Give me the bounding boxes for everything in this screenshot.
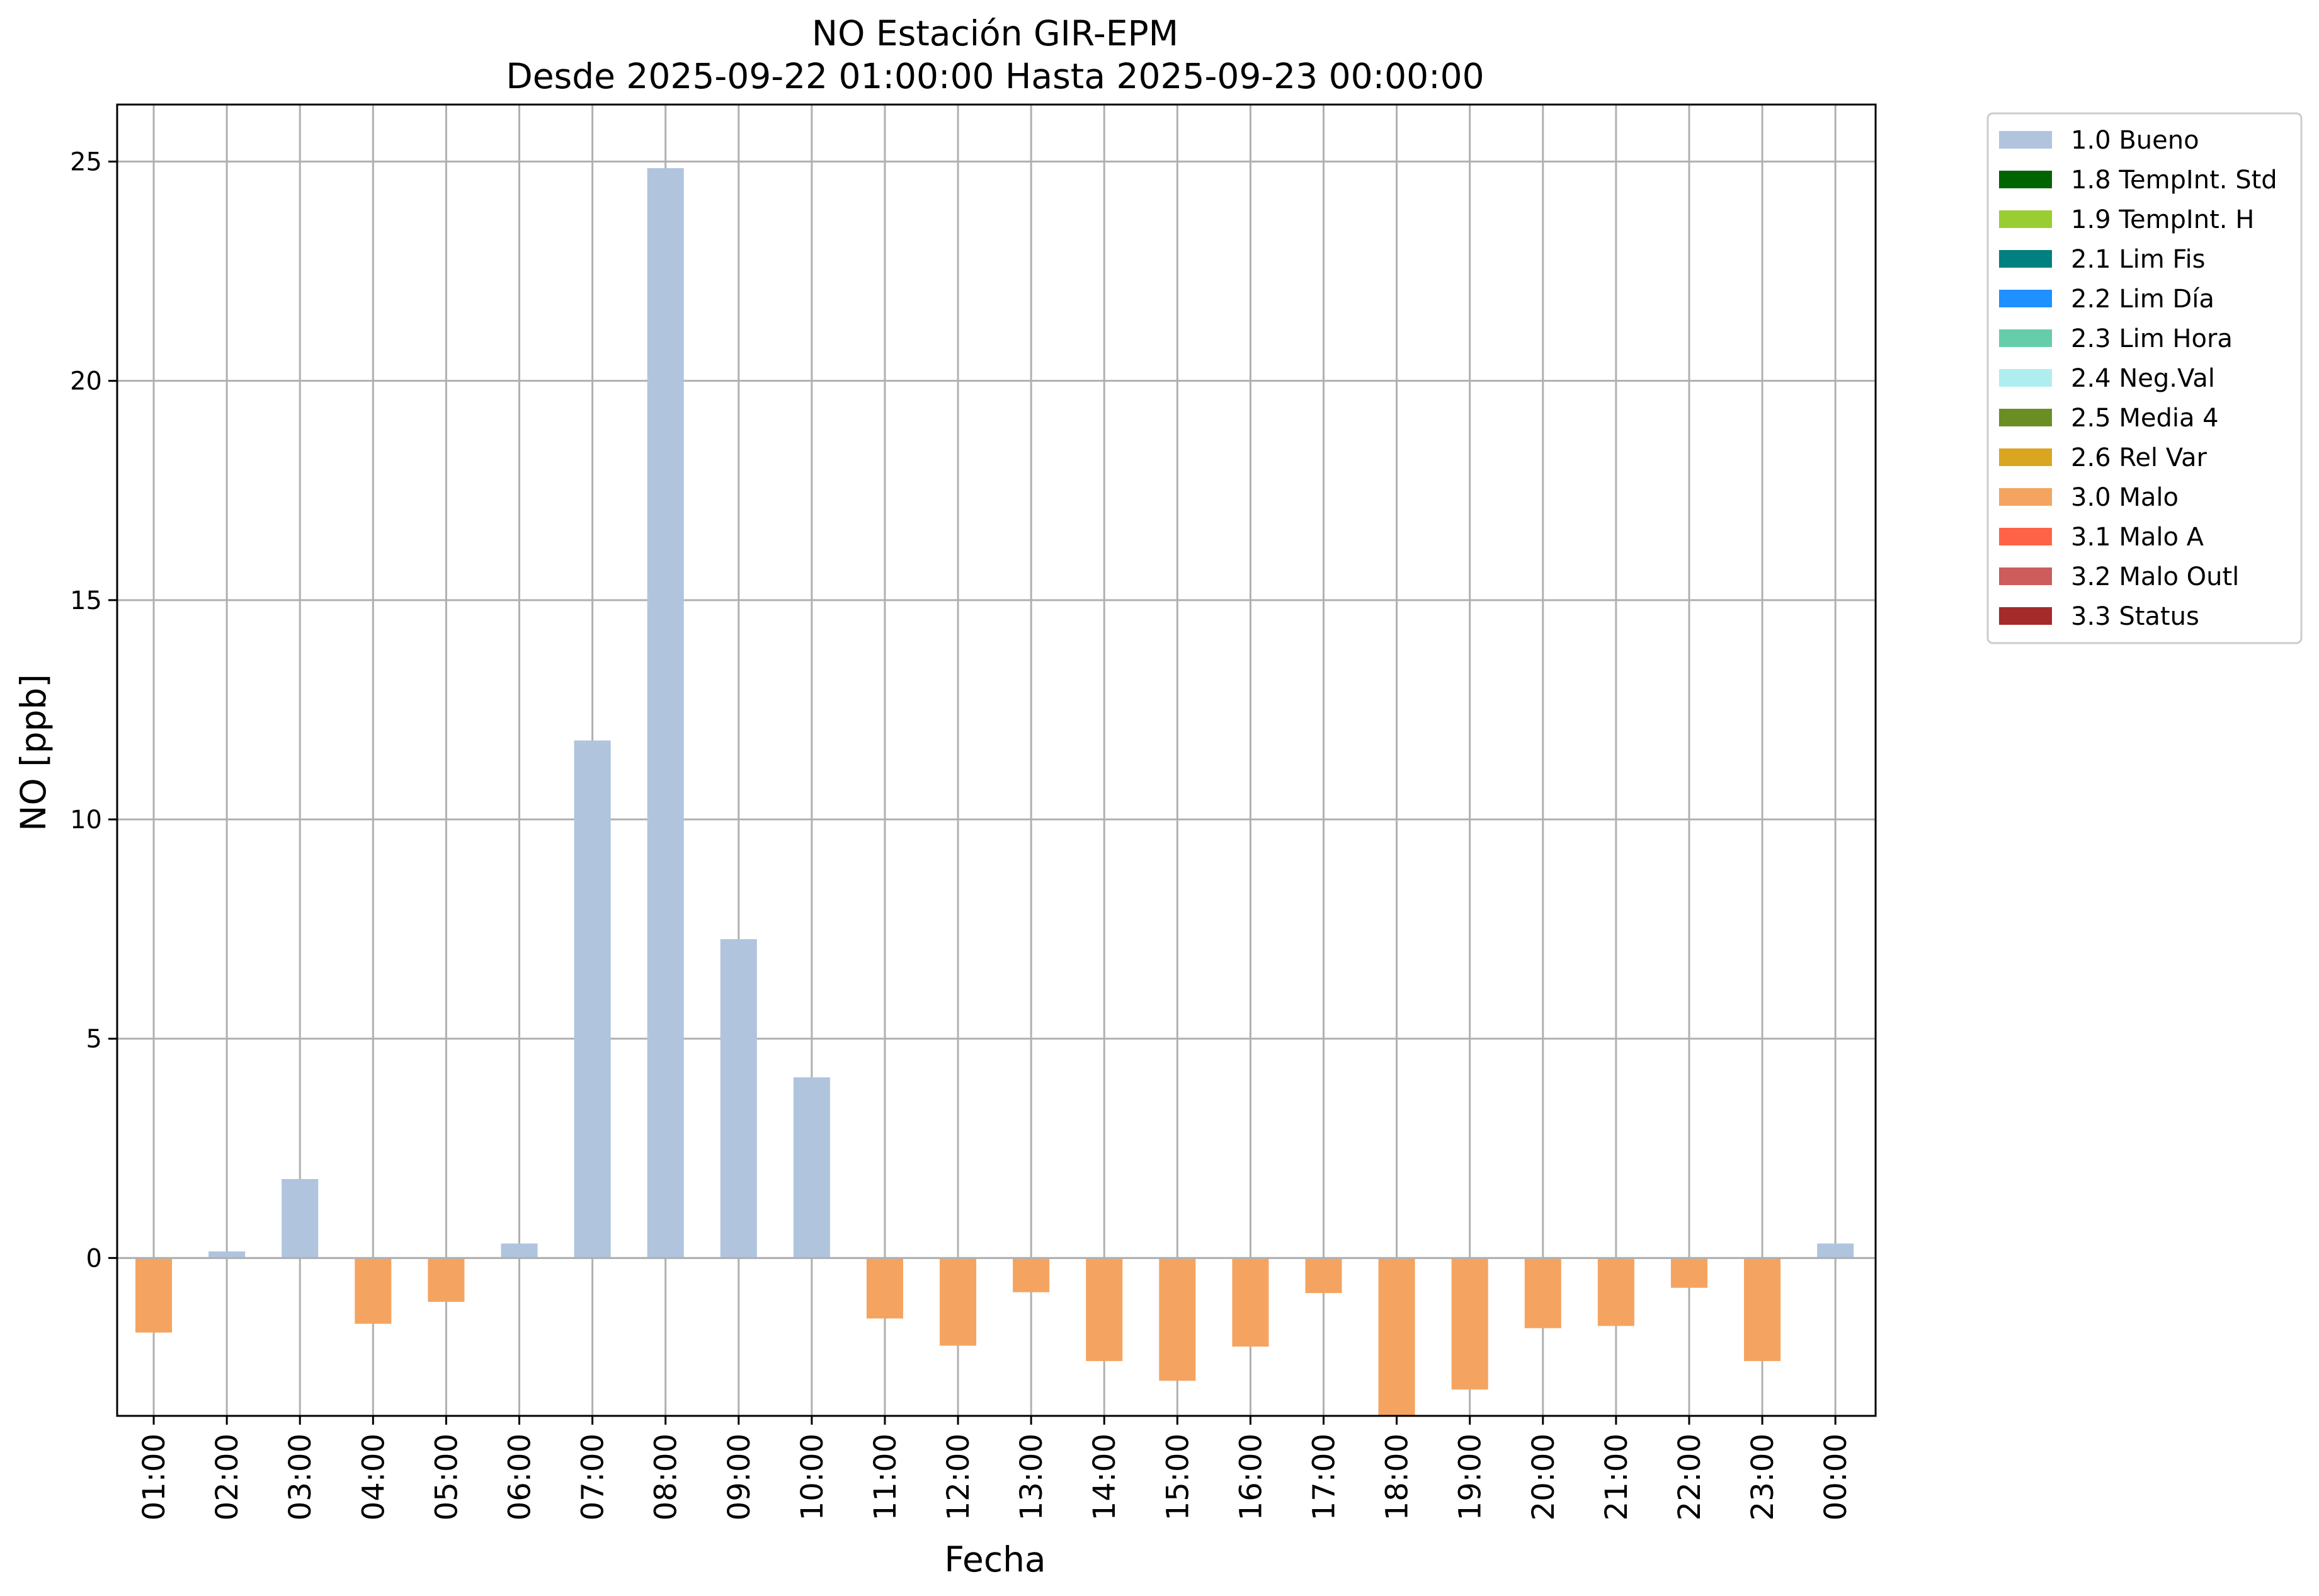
x-axis-label: Fecha — [944, 1539, 1046, 1580]
bar-0500 — [428, 1258, 465, 1302]
bar-0700 — [574, 740, 611, 1258]
plot-frame — [116, 103, 1877, 1417]
legend-swatch — [1999, 448, 2052, 466]
legend-swatch — [1999, 210, 2052, 228]
bar-0900 — [720, 939, 757, 1258]
y-tick-label: 20 — [70, 367, 102, 396]
legend-label: 1.0 Bueno — [2071, 126, 2199, 155]
chart-title: NO Estación GIR-EPM — [812, 13, 1178, 54]
legend-label: 2.2 Lim Día — [2071, 285, 2214, 314]
legend-swatch — [1999, 409, 2052, 426]
y-tick-label: 15 — [70, 586, 102, 615]
legend-label: 3.1 Malo A — [2071, 523, 2204, 552]
legend-swatch — [1999, 488, 2052, 506]
y-axis: 0 5 10 15 20 25 — [70, 148, 117, 1273]
legend-label: 1.8 TempInt. Std — [2071, 166, 2277, 195]
x-tick-label: 21:00 — [1599, 1434, 1634, 1520]
chart-subtitle: Desde 2025-09-22 01:00:00 Hasta 2025-09-… — [506, 56, 1484, 96]
bar-1500 — [1159, 1258, 1196, 1381]
x-tick-label: 19:00 — [1453, 1434, 1488, 1520]
bar-0800 — [647, 168, 684, 1258]
x-tick-label: 18:00 — [1380, 1434, 1415, 1520]
bar-2200 — [1670, 1258, 1707, 1288]
legend-label: 2.5 Media 4 — [2071, 404, 2219, 433]
legend-swatch — [1999, 290, 2052, 307]
legend-label: 2.6 Rel Var — [2071, 443, 2208, 472]
x-tick-label: 23:00 — [1745, 1434, 1781, 1520]
x-tick-label: 14:00 — [1087, 1434, 1122, 1520]
x-tick-label: 01:00 — [137, 1434, 172, 1520]
legend-swatch — [1999, 369, 2052, 387]
bar-1100 — [866, 1258, 903, 1319]
bar-1300 — [1013, 1258, 1050, 1292]
y-tick-label: 10 — [70, 806, 102, 835]
bar-1900 — [1451, 1258, 1488, 1390]
bar-1600 — [1232, 1258, 1269, 1347]
legend-swatch — [1999, 607, 2052, 625]
legend-box — [1986, 112, 2303, 644]
legend-swatch — [1999, 250, 2052, 268]
bar-0400 — [355, 1258, 392, 1324]
x-tick-label: 10:00 — [795, 1434, 830, 1520]
bar-2300 — [1744, 1258, 1781, 1361]
legend-label: 3.3 Status — [2071, 602, 2199, 631]
x-tick-label: 12:00 — [941, 1434, 976, 1520]
bars — [135, 168, 1854, 1416]
legend: 1.0 Bueno 1.8 TempInt. Std 1.9 TempInt. H 2… — [1986, 112, 2303, 644]
legend-label: 3.0 Malo — [2071, 483, 2179, 512]
legend-swatch — [1999, 171, 2052, 188]
bar-0200 — [208, 1251, 246, 1258]
legend-swatch — [1999, 567, 2052, 585]
x-tick-label: 02:00 — [210, 1434, 245, 1520]
x-tick-label: 03:00 — [283, 1434, 318, 1520]
x-tick-label: 13:00 — [1014, 1434, 1049, 1520]
bar-1700 — [1305, 1258, 1342, 1294]
y-tick-label: 25 — [70, 148, 102, 177]
x-tick-label: 08:00 — [649, 1434, 684, 1520]
x-tick-label: 20:00 — [1526, 1434, 1561, 1520]
legend-label: 2.3 Lim Hora — [2071, 324, 2233, 353]
legend-swatch — [1999, 131, 2052, 149]
bar-2000 — [1524, 1258, 1561, 1328]
x-tick-label: 22:00 — [1672, 1434, 1707, 1520]
y-tick-label: 0 — [86, 1244, 102, 1273]
grid — [117, 105, 1876, 1416]
y-tick-label: 5 — [86, 1025, 102, 1054]
x-tick-label: 17:00 — [1307, 1434, 1342, 1520]
x-tick-label: 16:00 — [1233, 1434, 1268, 1520]
x-tick-label: 11:00 — [868, 1434, 903, 1520]
legend-label: 2.1 Lim Fis — [2071, 245, 2205, 274]
x-tick-label: 15:00 — [1160, 1434, 1195, 1520]
bar-1000 — [793, 1077, 830, 1258]
x-tick-label: 06:00 — [503, 1434, 538, 1520]
x-tick-label: 09:00 — [722, 1434, 757, 1520]
x-tick-label: 04:00 — [356, 1434, 391, 1520]
legend-label: 3.2 Malo Outl — [2071, 562, 2239, 591]
bar-1200 — [940, 1258, 977, 1346]
bar-0300 — [282, 1178, 319, 1258]
y-axis-label: NO [ppb] — [13, 674, 54, 831]
legend-swatch — [1999, 528, 2052, 545]
bar-1800 — [1378, 1258, 1415, 1416]
bar-1400 — [1086, 1258, 1123, 1361]
x-axis: 01:00 02:00 03:00 04:00 05:00 06:00 07:00 08:00… — [137, 1416, 1854, 1520]
bar-0000 — [1817, 1243, 1854, 1258]
bar-0100 — [135, 1258, 173, 1333]
bar-2100 — [1597, 1258, 1634, 1326]
x-tick-label: 00:00 — [1818, 1434, 1854, 1520]
legend-label: 2.4 Neg.Val — [2071, 364, 2215, 393]
x-tick-label: 05:00 — [429, 1434, 464, 1520]
x-tick-label: 07:00 — [576, 1434, 611, 1520]
legend-swatch — [1999, 329, 2052, 347]
bar-0600 — [501, 1243, 538, 1258]
legend-label: 1.9 TempInt. H — [2071, 205, 2254, 234]
